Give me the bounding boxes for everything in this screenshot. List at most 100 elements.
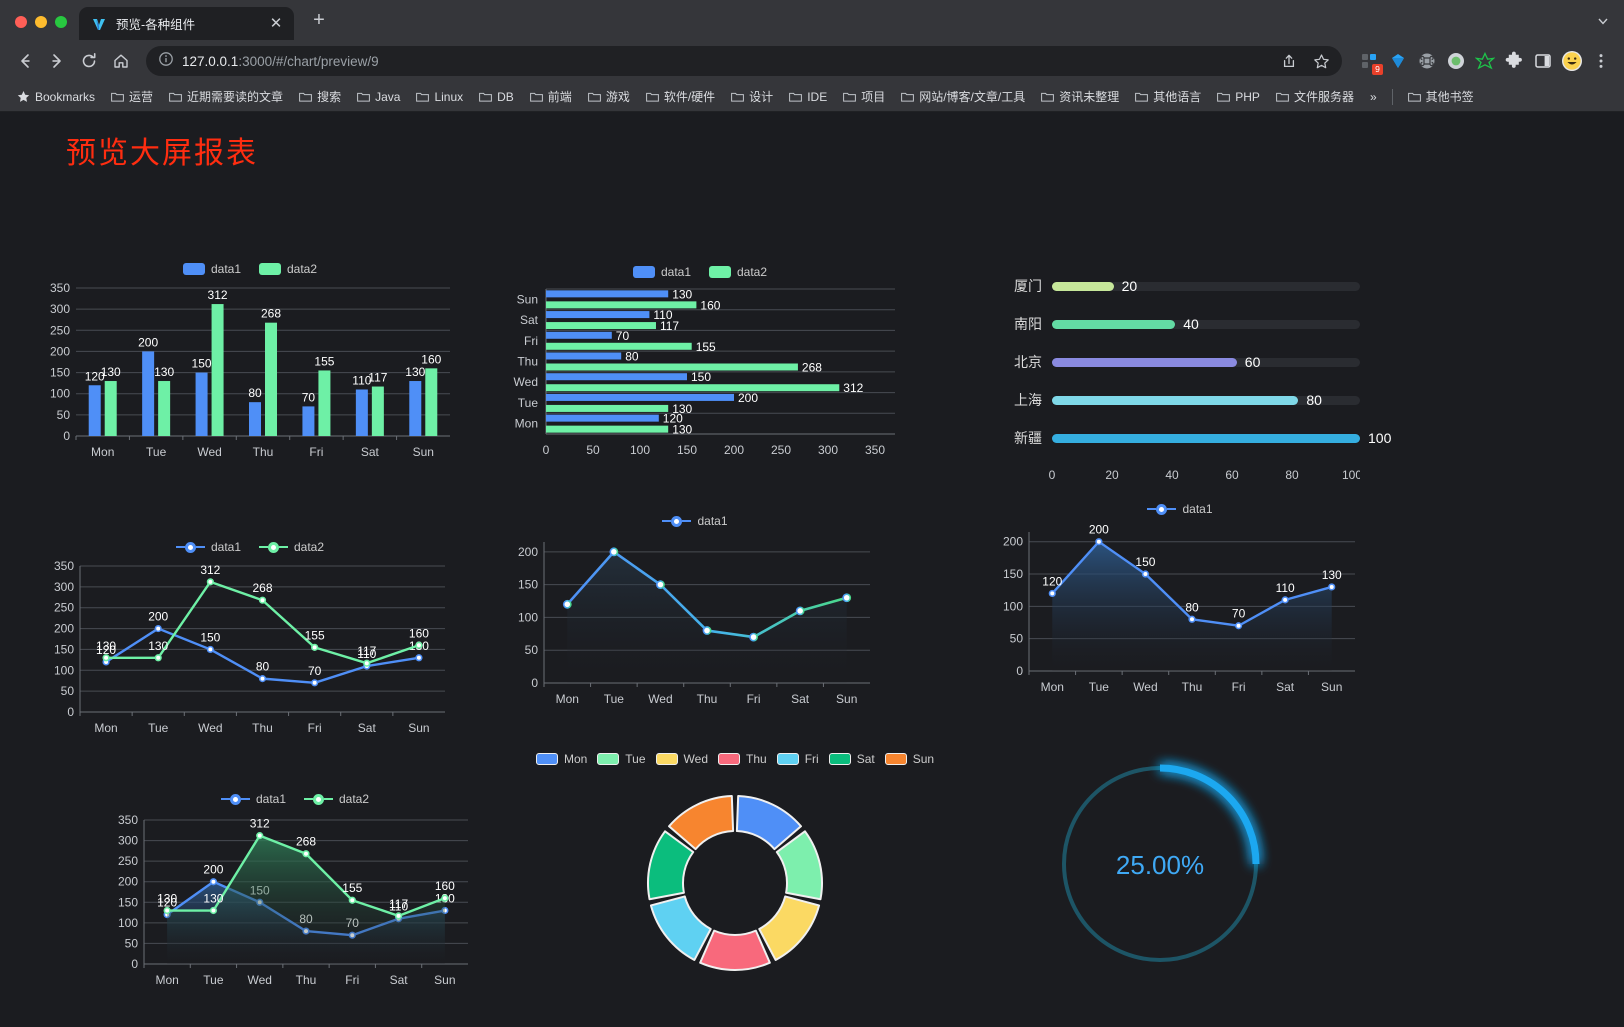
tabstrip-chevron-down-icon[interactable] (1596, 14, 1610, 31)
legend-item-data1[interactable]: data1 (182, 262, 241, 276)
progress-row[interactable]: 南阳 40 (1000, 305, 1360, 343)
bookmark-item-13[interactable]: 网站/博客/文章/工具 (894, 85, 1032, 108)
progress-row[interactable]: 上海 80 (1000, 381, 1360, 419)
data-point[interactable] (258, 596, 267, 604)
window-controls[interactable] (10, 16, 79, 40)
menu-kebab-icon[interactable] (1588, 48, 1614, 74)
bookmark-item-5[interactable]: Linux (409, 87, 470, 107)
bar[interactable] (211, 304, 224, 436)
data-point[interactable] (1095, 538, 1103, 546)
puzzle-icon[interactable] (1501, 48, 1527, 74)
legend-item-fri[interactable]: Fri (776, 752, 819, 766)
bookmark-item-15[interactable]: 其他语言 (1128, 85, 1208, 108)
profile-avatar[interactable] (1559, 48, 1585, 74)
data-point[interactable] (311, 643, 319, 651)
bar[interactable] (546, 393, 734, 401)
maximize-window-button[interactable] (55, 16, 67, 28)
data-point[interactable] (609, 547, 619, 557)
donut-slice[interactable] (649, 895, 712, 961)
data-point[interactable] (256, 832, 264, 840)
bookmark-item-7[interactable]: 前端 (523, 85, 579, 108)
home-button[interactable] (106, 46, 136, 76)
bar[interactable] (318, 370, 331, 436)
progress-row[interactable]: 厦门 20 (1000, 267, 1360, 305)
bar[interactable] (546, 311, 650, 319)
data-point[interactable] (1188, 615, 1196, 623)
progress-row[interactable]: 北京 60 (1000, 343, 1360, 381)
bookmarks-overflow-button[interactable]: » (1369, 89, 1377, 104)
legend-item-data2[interactable]: data2 (304, 792, 369, 806)
bar[interactable] (546, 425, 669, 433)
data-point[interactable] (206, 645, 214, 654)
data-point[interactable] (206, 578, 214, 586)
other-bookmarks-button[interactable]: 其他书签 (1401, 85, 1481, 108)
bar[interactable] (546, 363, 798, 371)
bookmark-item-bookmarks[interactable]: Bookmarks (10, 87, 102, 107)
data-point[interactable] (302, 850, 310, 858)
data-point[interactable] (258, 675, 267, 683)
close-window-button[interactable] (15, 16, 27, 28)
bar[interactable] (88, 385, 101, 436)
bookmark-item-17[interactable]: 文件服务器 (1269, 85, 1361, 108)
bookmark-item-9[interactable]: 软件/硬件 (639, 85, 722, 108)
donut-slice[interactable] (735, 795, 802, 851)
bar[interactable] (546, 290, 669, 298)
legend-item-data2[interactable]: data2 (259, 540, 324, 554)
bar[interactable] (546, 414, 659, 422)
star-icon[interactable] (1306, 46, 1336, 76)
bookmark-item-14[interactable]: 资讯未整理 (1034, 85, 1126, 108)
data-point[interactable] (749, 632, 758, 642)
forward-button[interactable] (42, 46, 72, 76)
bookmark-item-4[interactable]: Java (350, 87, 407, 107)
green-star-icon[interactable] (1472, 48, 1498, 74)
browser-tab[interactable]: 预览-各种组件 ✕ (79, 7, 294, 40)
data-point[interactable] (209, 906, 218, 915)
data-point[interactable] (1141, 570, 1150, 578)
data-point[interactable] (102, 654, 110, 662)
address-bar[interactable]: 127.0.0.1:3000/#/chart/preview/9 (146, 46, 1342, 76)
legend-item-data1[interactable]: data1 (1147, 502, 1213, 516)
donut-slice[interactable] (775, 830, 823, 901)
command-circle-icon[interactable] (1414, 48, 1440, 74)
back-button[interactable] (10, 46, 40, 76)
bar[interactable] (104, 381, 117, 436)
green-circle-icon[interactable] (1443, 48, 1469, 74)
legend-item-tue[interactable]: Tue (597, 752, 646, 766)
bar[interactable] (546, 384, 840, 392)
sidepanel-icon[interactable] (1530, 48, 1556, 74)
bar[interactable] (546, 322, 656, 330)
bar[interactable] (355, 389, 368, 436)
data-point[interactable] (363, 659, 371, 667)
bar[interactable] (425, 368, 438, 436)
bookmark-item-6[interactable]: DB (472, 87, 521, 107)
data-point[interactable] (415, 654, 423, 662)
bookmark-item-2[interactable]: 近期需要读的文章 (162, 85, 290, 108)
bar[interactable] (249, 402, 261, 436)
share-icon[interactable] (1274, 46, 1304, 76)
data-point[interactable] (1328, 583, 1336, 591)
apps-grid-icon[interactable]: 9 (1356, 48, 1383, 75)
bookmark-item-11[interactable]: IDE (782, 87, 834, 107)
diamond-icon[interactable] (1385, 48, 1411, 74)
donut-slice[interactable] (699, 929, 771, 971)
bar[interactable] (142, 351, 155, 436)
legend-item-mon[interactable]: Mon (535, 752, 587, 766)
legend-item-data1[interactable]: data1 (662, 514, 728, 528)
data-point[interactable] (394, 912, 403, 920)
bar[interactable] (302, 406, 315, 436)
bookmark-item-1[interactable]: 运营 (104, 85, 160, 108)
bar[interactable] (546, 301, 697, 309)
data-point[interactable] (415, 641, 423, 649)
bookmark-item-10[interactable]: 设计 (724, 85, 780, 108)
info-circle-icon[interactable] (158, 51, 174, 72)
bar[interactable] (158, 381, 171, 436)
data-point[interactable] (562, 599, 572, 609)
close-tab-button[interactable]: ✕ (269, 15, 283, 32)
bookmark-item-3[interactable]: 搜索 (292, 85, 348, 108)
data-point[interactable] (209, 878, 218, 886)
bar[interactable] (371, 386, 384, 436)
data-point[interactable] (842, 593, 852, 603)
bar[interactable] (546, 373, 687, 381)
bar[interactable] (195, 372, 208, 436)
legend-item-data2[interactable]: data2 (709, 265, 767, 279)
